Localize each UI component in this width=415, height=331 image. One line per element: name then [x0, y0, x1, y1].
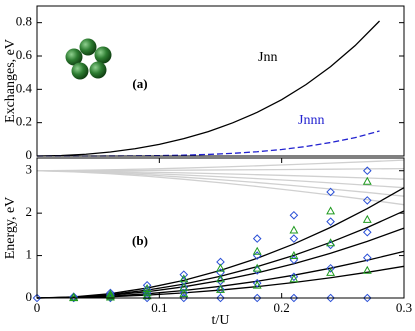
series-line — [36, 227, 405, 299]
diamond-marker — [326, 293, 335, 303]
x-tick-label: 0.1 — [151, 300, 167, 315]
triangle-marker — [326, 238, 336, 247]
y-axis-title: Energy, eV — [3, 197, 18, 260]
diamond-marker — [289, 272, 299, 282]
panel-label: (a) — [132, 76, 147, 91]
y-tick-label: 0.6 — [16, 47, 33, 62]
triangle-marker — [105, 292, 115, 301]
diamond-marker — [252, 278, 262, 288]
plot-frame — [36, 5, 405, 157]
series-line — [36, 170, 405, 206]
diamond-marker — [32, 293, 42, 303]
triangle-marker — [216, 263, 225, 272]
triangle-marker — [105, 291, 115, 300]
triangle-marker — [326, 206, 336, 215]
triangle-marker — [216, 274, 225, 283]
y-axis-title: Exchanges, eV — [3, 39, 18, 123]
y-tick-label: 0 — [26, 147, 33, 162]
triangle-marker — [252, 263, 262, 272]
diamond-marker — [326, 187, 335, 197]
x-tick-label: 0 — [34, 300, 41, 315]
y-tick-label: 0.4 — [16, 80, 33, 95]
x-tick-label: 0.2 — [274, 300, 290, 315]
series-line — [36, 167, 405, 172]
series-line — [36, 20, 380, 157]
triangle-marker — [179, 274, 189, 283]
diamond-marker — [252, 293, 262, 303]
triangle-marker — [142, 288, 152, 297]
series-label: Jnnn — [298, 113, 324, 128]
diamond-marker — [289, 210, 299, 220]
series-line — [36, 265, 405, 299]
triangle-marker — [362, 176, 372, 185]
series-label: Jnn — [258, 50, 277, 65]
triangle-marker — [216, 284, 225, 293]
diamond-marker — [106, 288, 115, 298]
triangle-marker — [362, 214, 372, 223]
triangle-marker — [69, 293, 79, 302]
x-tick-label: 0.3 — [396, 300, 412, 315]
diamond-marker — [289, 234, 299, 243]
y-tick-label: 1 — [26, 247, 33, 262]
triangle-marker — [289, 274, 299, 283]
y-tick-label: 0.8 — [16, 14, 32, 29]
y-tick-label: 2 — [26, 204, 33, 219]
triangle-marker — [142, 291, 152, 300]
triangle-marker — [362, 265, 372, 274]
diamond-marker — [362, 166, 372, 176]
diamond-marker — [216, 293, 225, 303]
panel-label: (b) — [132, 233, 148, 248]
diamond-marker — [362, 196, 372, 205]
triangle-marker — [252, 246, 262, 255]
diamond-marker — [179, 270, 189, 279]
series-line — [37, 130, 380, 157]
x-axis-title: t/U — [212, 313, 230, 328]
plot-frame — [36, 157, 405, 299]
diamond-marker — [362, 227, 372, 237]
triangle-marker — [105, 289, 115, 298]
triangle-marker — [326, 267, 336, 276]
y-tick-label: 0 — [26, 289, 33, 304]
cluster-inset — [65, 38, 112, 80]
diamond-marker — [326, 217, 335, 226]
series-line — [36, 187, 405, 299]
diamond-marker — [69, 293, 79, 303]
triangle-marker — [289, 250, 299, 259]
triangle-marker — [252, 280, 262, 289]
diamond-marker — [362, 293, 372, 303]
diamond-marker — [216, 285, 225, 294]
diamond-marker — [289, 293, 299, 303]
diamond-marker — [362, 253, 372, 263]
y-tick-label: 3 — [26, 162, 33, 177]
diamond-marker — [252, 234, 262, 243]
triangle-marker — [179, 289, 189, 298]
y-tick-label: 0.2 — [16, 114, 32, 129]
triangle-marker — [289, 225, 299, 234]
diamond-marker — [326, 263, 335, 273]
